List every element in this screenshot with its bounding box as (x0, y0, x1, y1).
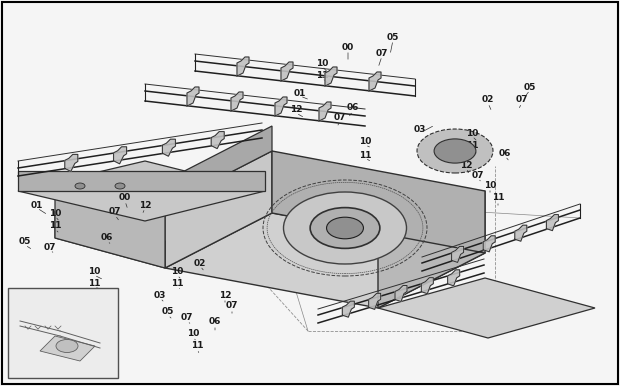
Polygon shape (395, 286, 407, 301)
Text: 00: 00 (119, 193, 131, 203)
Polygon shape (275, 97, 287, 116)
Ellipse shape (434, 139, 476, 163)
Polygon shape (187, 87, 199, 106)
Text: 03: 03 (154, 291, 166, 300)
Text: DC9187163_JAC: DC9187163_JAC (12, 360, 102, 371)
Text: 07: 07 (376, 49, 388, 58)
Text: 12: 12 (290, 105, 303, 115)
Text: 11: 11 (170, 279, 184, 288)
Text: 03: 03 (414, 125, 426, 134)
Text: 01: 01 (31, 200, 43, 210)
Text: 10: 10 (88, 267, 100, 276)
Polygon shape (422, 278, 433, 294)
Polygon shape (546, 215, 559, 230)
Polygon shape (162, 139, 175, 156)
Text: 11: 11 (49, 222, 61, 230)
Text: 02: 02 (194, 259, 206, 267)
Ellipse shape (310, 208, 380, 249)
Polygon shape (272, 151, 485, 253)
Polygon shape (319, 102, 331, 121)
Polygon shape (211, 132, 224, 149)
Polygon shape (65, 154, 78, 171)
Bar (8, 288, 118, 378)
Polygon shape (165, 126, 272, 206)
Text: 11: 11 (191, 342, 203, 350)
Ellipse shape (115, 183, 125, 189)
Text: 07: 07 (516, 95, 528, 105)
Text: 06: 06 (209, 318, 221, 327)
Text: 07: 07 (108, 208, 122, 217)
Polygon shape (55, 176, 165, 268)
Text: 01: 01 (294, 88, 306, 98)
Polygon shape (451, 246, 464, 262)
Text: 10: 10 (171, 267, 183, 276)
Polygon shape (165, 213, 485, 308)
Text: 07: 07 (472, 171, 484, 179)
Polygon shape (281, 62, 293, 81)
Polygon shape (369, 72, 381, 91)
Polygon shape (342, 301, 355, 317)
Text: 02: 02 (482, 95, 494, 105)
Text: 06: 06 (499, 149, 511, 157)
Text: 12: 12 (139, 200, 151, 210)
Text: 05: 05 (19, 237, 31, 247)
Text: 10: 10 (316, 59, 328, 68)
Polygon shape (369, 293, 381, 309)
Text: 07: 07 (334, 113, 346, 122)
Text: 11: 11 (316, 71, 328, 80)
Polygon shape (515, 225, 527, 241)
Polygon shape (165, 151, 272, 268)
Text: 12: 12 (460, 161, 472, 169)
Text: 07: 07 (226, 301, 238, 310)
Text: 11: 11 (492, 193, 504, 203)
Text: 05: 05 (524, 83, 536, 91)
Text: 11: 11 (359, 151, 371, 159)
Text: 00: 00 (342, 42, 354, 51)
Text: 05: 05 (387, 32, 399, 42)
Text: 10: 10 (466, 129, 478, 137)
Text: 07: 07 (44, 242, 56, 252)
Text: 10: 10 (484, 181, 496, 190)
Text: 06: 06 (101, 234, 113, 242)
Ellipse shape (417, 129, 493, 173)
Ellipse shape (283, 192, 407, 264)
Polygon shape (18, 161, 265, 221)
Text: 11: 11 (88, 279, 100, 288)
Text: 12: 12 (219, 291, 231, 300)
Text: 10: 10 (187, 330, 199, 339)
Ellipse shape (75, 183, 85, 189)
Polygon shape (378, 278, 595, 338)
Ellipse shape (56, 340, 78, 352)
Polygon shape (55, 211, 165, 268)
Polygon shape (40, 336, 95, 361)
Polygon shape (231, 92, 243, 111)
Polygon shape (325, 67, 337, 86)
Polygon shape (378, 191, 485, 308)
Polygon shape (113, 147, 126, 164)
Text: 10: 10 (359, 137, 371, 147)
Text: 10: 10 (49, 208, 61, 217)
Text: 07: 07 (181, 313, 193, 322)
Polygon shape (448, 270, 459, 286)
Polygon shape (18, 171, 265, 191)
Text: 11: 11 (466, 142, 478, 151)
Text: 05: 05 (162, 308, 174, 317)
Text: 06: 06 (347, 103, 359, 112)
Ellipse shape (327, 217, 363, 239)
Polygon shape (483, 236, 495, 252)
Polygon shape (237, 57, 249, 76)
